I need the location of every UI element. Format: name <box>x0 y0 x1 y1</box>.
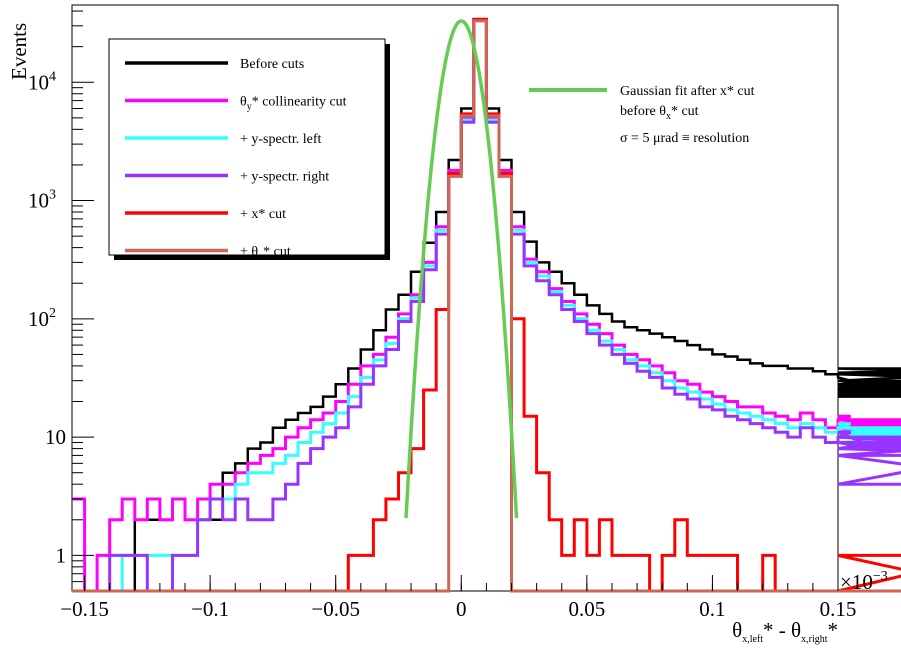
x-tick-label-6: 0.15 <box>820 597 857 621</box>
x-tick-label-0: −0.15 <box>60 597 109 621</box>
legend-label-4: + x* cut <box>240 207 286 222</box>
x-exponent-base: ×10 <box>840 570 873 594</box>
fit-annotation-line2: before θx* cut <box>620 104 699 122</box>
y-tick-label-1: 10 <box>45 425 66 449</box>
x-axis-title-sub2: x,right <box>801 634 828 645</box>
x-axis-title-theta: θ <box>732 618 742 642</box>
x-tick-label-5: 0.1 <box>699 597 725 621</box>
series-line-0 <box>72 18 901 593</box>
fit-annotation-line2-pre: before θ <box>620 104 666 119</box>
series-line-2 <box>72 17 901 593</box>
x-axis-title-mid: * - θ <box>763 618 801 642</box>
axis-layer: −0.15 −0.1 −0.05 0 0.05 0.1 0.15 1 10 102 103 104 <box>28 10 857 621</box>
fit-annotation: Gaussian fit after x* cut before θx* cut… <box>529 84 755 146</box>
y-tick-label-2: 102 <box>28 306 56 331</box>
legend-label-5: + θx* cut <box>240 245 291 263</box>
x-exponent-label: ×10−3 <box>840 569 888 594</box>
legend-label-0: Before cuts <box>240 57 304 72</box>
y-tick-label-3: 103 <box>28 188 56 213</box>
legend-entries: Before cuts θy* collinearity cut + y-spect… <box>125 57 347 263</box>
fit-annotation-line2-tail: * cut <box>671 104 699 119</box>
x-axis-title-sub1: x,left <box>742 634 763 645</box>
fit-annotation-line3: σ = 5 μrad ≡ resolution <box>620 131 749 146</box>
x-tick-label-4: 0.05 <box>568 597 605 621</box>
legend: Before cuts θy* collinearity cut + y-spect… <box>108 38 390 263</box>
legend-label-3: + y-spectr. right <box>240 170 329 185</box>
fit-annotation-line2-sub: x <box>666 111 671 122</box>
legend-label-2: + y-spectr. left <box>240 132 321 147</box>
legend-box <box>108 38 386 256</box>
fit-annotation-line1: Gaussian fit after x* cut <box>620 84 755 99</box>
legend-label-1: θy* collinearity cut <box>240 95 347 113</box>
y-tick-label-4: 104 <box>28 69 56 94</box>
plot-frame <box>71 4 839 592</box>
y-axis-title: Events <box>7 23 31 80</box>
series-line-5 <box>72 19 901 593</box>
y-tick-label-0: 1 <box>56 543 67 567</box>
x-tick-label-1: −0.1 <box>191 597 229 621</box>
series-layer <box>72 17 901 593</box>
x-axis-title-tail: * <box>828 618 839 642</box>
x-tick-label-3: 0 <box>456 597 467 621</box>
x-axis-title: θx,left* - θx,right* <box>732 618 838 645</box>
series-gaussian-fit <box>404 19 519 519</box>
x-tick-label-2: −0.05 <box>311 597 360 621</box>
x-exponent-power: −3 <box>873 569 888 584</box>
series-line-3 <box>72 17 901 593</box>
